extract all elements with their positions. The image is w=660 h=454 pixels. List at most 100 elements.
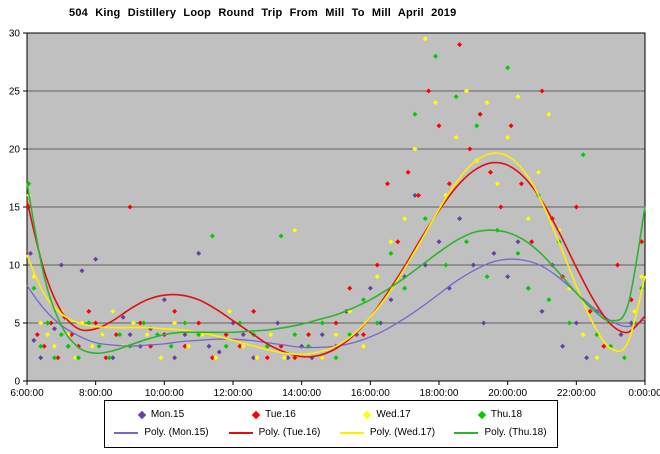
data-point [621, 355, 627, 361]
data-point [79, 268, 85, 274]
x-axis-label: 22:00:00 [557, 388, 596, 399]
data-point [196, 332, 202, 338]
data-point [196, 320, 202, 326]
data-point [529, 239, 535, 245]
data-point [573, 320, 579, 326]
data-point [580, 332, 586, 338]
data-point [306, 332, 312, 338]
data-point [628, 320, 634, 326]
data-point [38, 355, 44, 361]
data-point [48, 320, 54, 326]
data-point [484, 100, 490, 106]
data-point [333, 355, 339, 361]
data-point [285, 355, 291, 361]
data-point [51, 343, 57, 349]
data-point [470, 262, 476, 268]
data-point [237, 343, 243, 349]
thu18-diamond-icon [477, 410, 487, 419]
data-point [333, 320, 339, 326]
data-point [292, 355, 298, 361]
data-point [275, 320, 281, 326]
data-point [100, 332, 106, 338]
poly-thu18-line-icon [454, 432, 479, 435]
data-point [182, 332, 188, 338]
data-point [474, 123, 480, 129]
data-point [505, 274, 511, 280]
data-point [55, 355, 61, 361]
data-point [566, 320, 572, 326]
data-point [319, 320, 325, 326]
data-point [31, 337, 37, 343]
data-point [113, 332, 119, 338]
data-point [209, 355, 215, 361]
data-point [38, 343, 44, 349]
legend-item-poly-mon15: Poly. (Mon.15) [105, 428, 218, 438]
data-point [89, 343, 95, 349]
legend-item-thu18: Thu.18 [444, 409, 557, 420]
legend-item-wed17: Wed.17 [331, 408, 444, 420]
poly-tue16-line-icon [228, 432, 253, 435]
data-point [374, 274, 380, 280]
y-axis-label: 5 [14, 319, 20, 330]
legend-label-wed17: Wed.17 [376, 408, 411, 420]
data-point [96, 343, 102, 349]
data-point [319, 332, 325, 338]
data-point [546, 111, 552, 117]
data-point [374, 320, 380, 326]
data-point [137, 320, 143, 326]
x-axis-label: 8:00:00 [79, 388, 113, 399]
y-axis-label: 0 [14, 377, 20, 388]
data-point [422, 216, 428, 222]
data-point [415, 192, 421, 198]
data-point [412, 192, 418, 198]
data-point [103, 355, 109, 361]
data-point [65, 343, 71, 349]
data-point [587, 308, 593, 314]
mon15-diamond-icon [137, 410, 147, 419]
legend-item-mon15: Mon.15 [105, 409, 218, 420]
data-point [388, 250, 394, 256]
legend-row-trendlines: Poly. (Mon.15) Poly. (Tue.16) Poly. (Wed… [105, 428, 557, 438]
data-point [422, 36, 428, 42]
data-point [216, 349, 222, 355]
data-point [412, 146, 418, 152]
data-point [282, 355, 287, 361]
data-point [223, 343, 229, 349]
data-point [515, 239, 521, 245]
trendline-Poly. (Wed.17) [26, 152, 646, 356]
data-point [347, 285, 353, 291]
data-point [209, 233, 215, 239]
data-point [45, 320, 51, 326]
data-point [161, 297, 167, 303]
y-axis-label: 20 [9, 145, 21, 156]
legend-label-poly-thu18: Poly. (Thu.18) [484, 427, 547, 439]
data-point [525, 216, 531, 222]
data-point [360, 343, 366, 349]
wed17-diamond-icon [363, 410, 372, 419]
data-point [110, 355, 116, 361]
x-axis-label: 6:00:00 [10, 388, 44, 399]
data-point [130, 320, 136, 326]
x-axis-label: 18:00:00 [420, 388, 459, 399]
data-point [127, 204, 133, 210]
data-point [481, 320, 487, 326]
data-point [560, 343, 566, 349]
data-point [580, 152, 586, 158]
data-point [240, 343, 246, 349]
data-point [58, 332, 64, 338]
y-axis-label: 30 [9, 29, 21, 40]
data-point [573, 204, 579, 210]
data-point [539, 88, 545, 94]
data-point [457, 216, 463, 222]
data-point [27, 250, 33, 256]
data-point [505, 65, 511, 71]
poly-wed17-line-icon [339, 432, 364, 435]
data-point [405, 169, 411, 175]
data-point [388, 239, 394, 245]
data-point [172, 355, 178, 361]
data-point [182, 343, 188, 349]
data-point [72, 355, 78, 361]
data-point [412, 111, 418, 117]
data-point [86, 320, 92, 326]
data-point [402, 216, 408, 222]
